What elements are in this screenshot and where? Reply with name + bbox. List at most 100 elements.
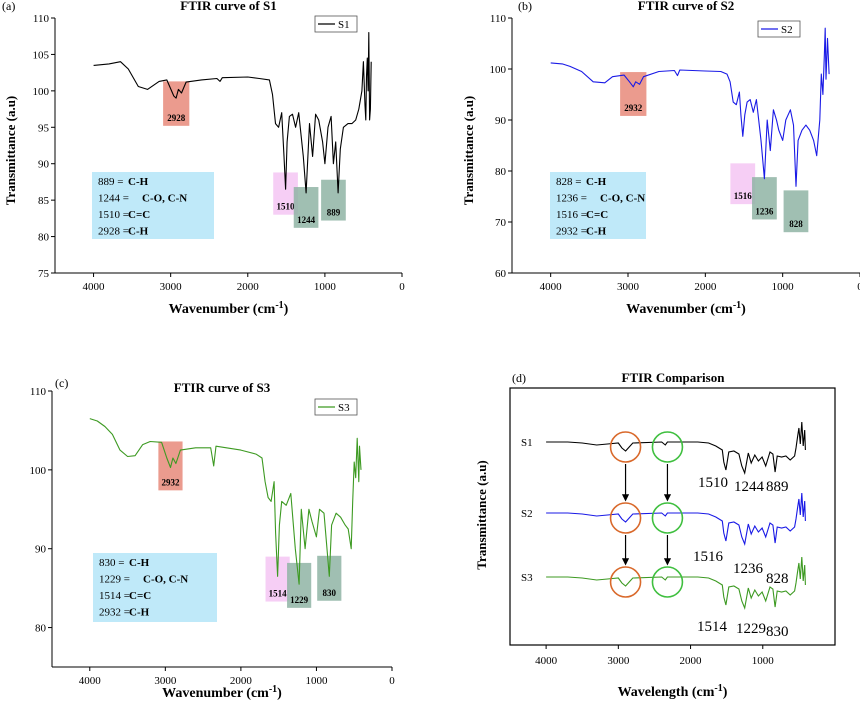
- highlight-circle: [651, 566, 684, 598]
- assignment-group: C=C: [128, 209, 150, 221]
- assignment-group: C=C: [129, 590, 151, 602]
- peak-band-1516: [730, 163, 756, 205]
- peak-label: 1229: [736, 621, 766, 637]
- x-tick-label: 2000: [230, 675, 253, 687]
- x-tick-label: 3000: [607, 655, 630, 667]
- peak-label: 830: [766, 624, 789, 640]
- peak-band-label: 1244: [297, 215, 316, 225]
- x-axis-label-part: -1: [714, 683, 722, 694]
- peak-label: 889: [766, 479, 789, 495]
- x-axis-label: Wavenumber (cm-1): [162, 684, 282, 701]
- y-tick-label: 95: [38, 122, 50, 134]
- peak-band-1236: [752, 177, 777, 220]
- series-name-label: S1: [521, 437, 533, 449]
- y-tick-label: 80: [35, 623, 47, 635]
- highlight-circle: [651, 502, 684, 534]
- chart-title: FTIR curve of S1: [180, 0, 276, 13]
- y-tick-label: 90: [35, 544, 47, 556]
- assignment-wavenumber: 830 =: [99, 557, 124, 569]
- assignment-box: [93, 553, 217, 622]
- x-tick-label: 4000: [83, 281, 106, 293]
- assignment-box: [550, 172, 646, 239]
- assignment-group: C-O, C-N: [600, 193, 645, 205]
- assignment-group: C-H: [128, 176, 149, 188]
- peak-band-label: 1229: [290, 595, 309, 605]
- peak-band-2928: [163, 81, 190, 126]
- panel-b: 4000 3000 2000 1000 0 60 70 80 90 100 110 (b) FTIR c…: [461, 0, 860, 317]
- chart-title: FTIR curve of S3: [174, 380, 271, 395]
- y-tick-label: 60: [495, 268, 507, 280]
- x-tick-label: 0: [857, 281, 860, 293]
- x-axis-label-part: -1: [733, 300, 741, 311]
- chart-title: FTIR curve of S2: [638, 0, 734, 13]
- x-tick-label: 1000: [305, 675, 328, 687]
- y-tick-label: 110: [30, 386, 47, 398]
- assignment-group: C-H: [586, 176, 607, 188]
- x-tick-label: 4000: [535, 655, 558, 667]
- y-tick-label: 70: [495, 217, 507, 229]
- x-tick-label: 2000: [694, 281, 717, 293]
- panel-label: (b): [518, 0, 532, 13]
- peak-band-label: 1514: [269, 589, 288, 599]
- y-tick-label: 100: [490, 64, 507, 76]
- peak-band-label: 2932: [624, 103, 643, 113]
- peak-band-label: 1236: [755, 206, 774, 216]
- x-tick-label: 0: [389, 675, 395, 687]
- y-tick-label: 85: [38, 195, 50, 207]
- x-axis-label-part: Wavenumber (cm: [162, 686, 269, 701]
- y-tick-label: 100: [33, 86, 50, 98]
- x-tick-label: 4000: [540, 281, 563, 293]
- x-tick-label: 3000: [154, 675, 177, 687]
- x-tick-label: 0: [399, 281, 405, 293]
- highlight-circle: [651, 431, 684, 463]
- assignment-group: C-H: [129, 607, 150, 619]
- assignment-wavenumber: 1244 =: [98, 193, 129, 205]
- panel-c: 4000 3000 2000 1000 0 80 90 100 110 (c) FTIR curve…: [30, 376, 396, 701]
- series-line-S1: [93, 32, 372, 194]
- y-axis-label: Transmittance (a.u): [3, 96, 18, 206]
- assignment-box: [92, 172, 214, 239]
- panel-a: 4000 3000 2000 1000 0 75 80 85 90 95 100 105 110 (a) F…: [2, 0, 405, 317]
- x-axis-label: Wavenumber (cm-1): [169, 300, 289, 317]
- peak-band-label: 1516: [734, 191, 753, 201]
- panel-label: (d): [512, 371, 526, 385]
- assignment-wavenumber: 2932 =: [556, 226, 587, 238]
- highlight-circle: [609, 502, 642, 534]
- assignment-wavenumber: 1236 =: [556, 193, 587, 205]
- peak-band-889: [321, 179, 346, 221]
- highlight-circle: [609, 566, 642, 598]
- assignment-group: C-O, C-N: [143, 574, 188, 586]
- y-tick-label: 100: [30, 465, 47, 477]
- panel-label: (c): [55, 376, 68, 390]
- series-name-label: S3: [521, 572, 533, 584]
- y-tick-label: 80: [38, 232, 50, 244]
- x-tick-label: 1000: [314, 281, 337, 293]
- x-axis-label-part: Wavenumber (cm: [169, 302, 276, 317]
- x-axis-label-part: -1: [275, 300, 283, 311]
- comparison-series-S3: [546, 556, 806, 610]
- panel-d: (d) FTIR Comparison 4000 3000 2000 1000 Wavele…: [474, 370, 836, 700]
- peak-label: 828: [766, 571, 789, 587]
- peak-band-828: [783, 190, 809, 233]
- assignment-wavenumber: 828 =: [556, 176, 581, 188]
- peak-label: 1516: [693, 549, 724, 565]
- y-axis-label: Transmittance (a.u): [461, 96, 476, 206]
- comparison-series-S2: [546, 492, 806, 546]
- x-axis-label: Wavelength (cm-1): [618, 683, 728, 700]
- assignment-wavenumber: 2932 =: [99, 607, 130, 619]
- comparison-frame: [509, 387, 836, 646]
- series-line-S2: [550, 27, 830, 187]
- x-axis-label-part: -1: [269, 684, 277, 695]
- y-tick-label: 75: [38, 268, 50, 280]
- y-tick-label: 110: [33, 13, 50, 25]
- comparison-series-S1: [546, 421, 806, 475]
- x-axis-label-part: ): [741, 302, 746, 317]
- peak-band-label: 2928: [167, 113, 186, 123]
- legend-box: [314, 15, 358, 33]
- assignment-wavenumber: 1229 =: [99, 574, 130, 586]
- assignment-wavenumber: 1516 =: [556, 209, 587, 221]
- x-tick-label: 3000: [617, 281, 640, 293]
- legend-label: S1: [338, 19, 350, 31]
- peak-band-label: 889: [327, 208, 341, 218]
